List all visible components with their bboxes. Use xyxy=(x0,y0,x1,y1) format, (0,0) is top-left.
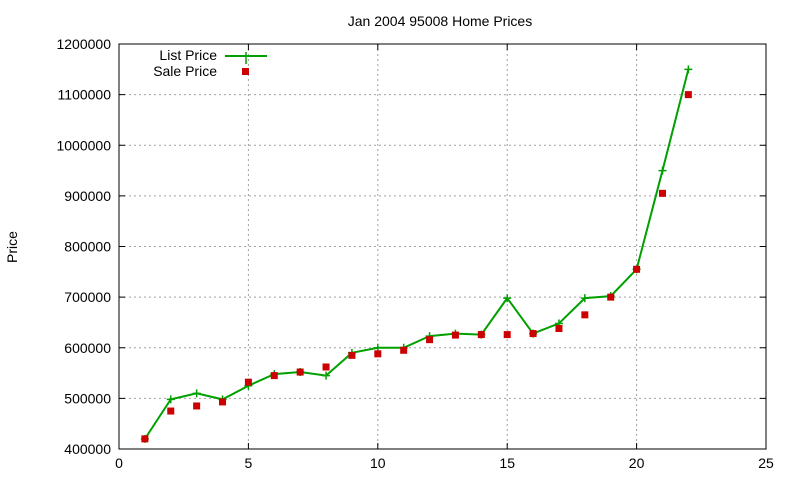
x-tick-label: 15 xyxy=(499,455,515,471)
sale-price-point xyxy=(451,331,459,339)
legend-marker-sale-price xyxy=(242,68,249,75)
x-tick-label: 20 xyxy=(629,455,645,471)
sale-price-point xyxy=(400,346,408,354)
plot-frame xyxy=(118,43,767,450)
y-tick-label: 1000000 xyxy=(56,137,111,153)
legend: List Price Sale Price xyxy=(153,47,267,79)
y-tick-label: 900000 xyxy=(64,188,111,204)
sale-price-point xyxy=(555,325,563,333)
x-tick-label: 25 xyxy=(758,455,774,471)
sale-price-point xyxy=(374,350,382,358)
sale-price-point xyxy=(581,311,589,319)
sale-price-point xyxy=(633,265,641,273)
legend-label-sale-price: Sale Price xyxy=(153,63,217,79)
sale-price-point xyxy=(193,402,201,410)
list-price-point xyxy=(684,65,693,74)
axis-ticks: 0 5 10 15 20 25 400000 500000 600000 700000 800000… xyxy=(56,36,774,471)
sale-price-point xyxy=(270,372,278,380)
sale-price-point xyxy=(529,330,537,338)
list-price-point xyxy=(192,389,201,398)
y-tick-label: 400000 xyxy=(64,441,111,457)
list-price-point xyxy=(658,166,667,175)
series-group xyxy=(140,65,693,443)
list-price-point xyxy=(322,371,331,380)
sale-price-point xyxy=(684,91,692,99)
legend-marker-list-price xyxy=(242,52,250,64)
sale-price-point xyxy=(607,293,615,301)
legend-label-list-price: List Price xyxy=(159,47,217,63)
sale-price-point xyxy=(426,336,434,344)
list-price-point xyxy=(503,294,512,303)
y-tick-label: 800000 xyxy=(64,239,111,255)
sale-price-point xyxy=(322,363,330,371)
y-axis-label: Price xyxy=(4,231,20,263)
sale-price-point xyxy=(658,189,666,197)
sale-price-point xyxy=(503,331,511,339)
sale-price-point xyxy=(296,368,304,376)
y-tick-label: 700000 xyxy=(64,289,111,305)
sale-price-point xyxy=(244,378,252,386)
sale-price-point xyxy=(167,407,175,415)
sale-price-point xyxy=(348,351,356,359)
list-price-point xyxy=(166,395,175,404)
sale-price-point xyxy=(477,331,485,339)
y-tick-label: 1100000 xyxy=(58,87,112,103)
y-tick-label: 600000 xyxy=(64,340,111,356)
y-tick-label: 1200000 xyxy=(56,36,111,52)
list-price-point xyxy=(580,294,589,303)
sale-price-point xyxy=(219,398,227,406)
grid xyxy=(119,44,766,449)
list-price-line xyxy=(144,69,690,440)
chart-title: Jan 2004 95008 Home Prices xyxy=(348,13,532,29)
sale-price-point xyxy=(141,435,149,443)
y-tick-label: 500000 xyxy=(64,390,111,406)
x-tick-label: 10 xyxy=(370,455,386,471)
x-tick-label: 0 xyxy=(115,455,123,471)
x-tick-label: 5 xyxy=(245,455,253,471)
